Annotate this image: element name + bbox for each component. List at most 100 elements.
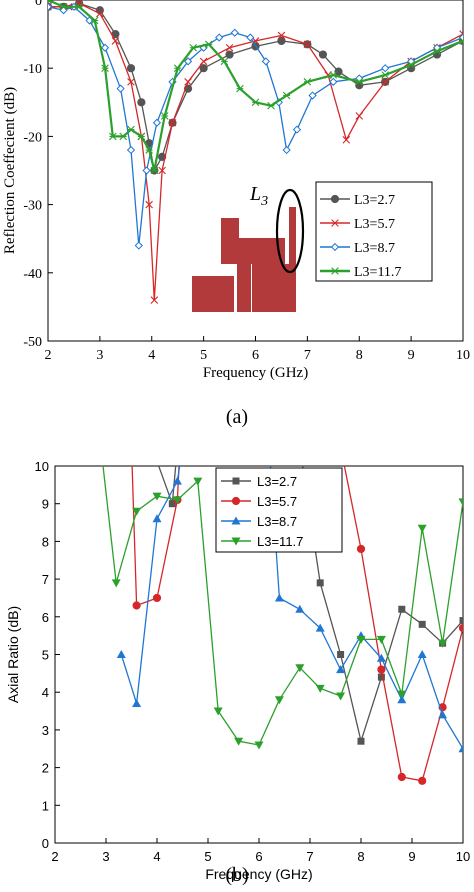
data-point	[407, 61, 415, 69]
x-tick-label: 6	[252, 348, 259, 363]
data-point	[236, 84, 244, 93]
data-point	[75, 3, 83, 11]
data-point	[397, 772, 406, 782]
data-point	[119, 132, 128, 141]
data-point	[126, 64, 136, 73]
x-tick-label: 10	[456, 849, 470, 864]
data-point	[303, 40, 312, 49]
x-tick-label: 2	[45, 348, 52, 363]
y-tick-label: 9	[42, 497, 49, 512]
y-tick-label: 8	[42, 534, 49, 549]
data-point	[184, 78, 192, 86]
legend-marker	[231, 516, 241, 525]
data-point	[168, 500, 176, 508]
data-point	[137, 98, 146, 107]
legend-label: L3=11.7	[257, 534, 303, 549]
data-point	[213, 707, 223, 716]
data-point	[173, 64, 182, 72]
data-point	[336, 692, 346, 701]
data-point	[274, 696, 284, 705]
data-point	[334, 67, 343, 76]
data-point	[152, 593, 162, 603]
data-point	[438, 710, 448, 719]
series-4	[48, 0, 463, 175]
x-tick-label: 2	[51, 849, 58, 864]
antenna-patch	[237, 238, 285, 254]
data-point	[111, 37, 120, 45]
data-point	[459, 37, 463, 45]
data-point	[315, 623, 325, 632]
data-point	[355, 112, 364, 120]
data-point	[234, 737, 244, 746]
y-tick-label: 5	[42, 648, 49, 663]
y-tick-label: -50	[23, 335, 42, 350]
data-point	[193, 477, 203, 486]
data-point	[251, 98, 260, 107]
data-point	[397, 690, 407, 699]
y-axis-label: Reflection Coeffecient (dB)	[2, 87, 18, 254]
data-point	[145, 146, 153, 154]
y-tick-label: 0	[42, 836, 49, 851]
legend-label: L3=11.7	[354, 265, 401, 280]
data-point	[459, 617, 463, 625]
data-point	[132, 699, 142, 708]
legend-marker	[331, 219, 339, 227]
data-point	[59, 3, 68, 11]
data-point	[132, 601, 141, 610]
data-point	[158, 166, 166, 175]
data-point	[152, 118, 162, 127]
data-point	[90, 16, 99, 25]
legend-label: L3=8.7	[257, 514, 297, 529]
data-point	[48, 2, 53, 11]
antenna-patch	[192, 276, 234, 312]
y-tick-label: 7	[42, 572, 49, 587]
data-point	[417, 524, 427, 533]
legend-marker	[231, 537, 241, 546]
y-tick-label: -40	[23, 267, 42, 282]
y-tick-label: -30	[23, 199, 42, 214]
data-point	[337, 651, 345, 658]
x-tick-label: 3	[96, 348, 103, 363]
data-point	[336, 665, 346, 674]
data-point	[458, 498, 463, 507]
data-point	[48, 3, 52, 11]
data-point	[381, 64, 390, 73]
data-point	[152, 514, 162, 523]
legend-marker	[231, 496, 241, 506]
y-tick-label: 1	[42, 798, 49, 813]
series-2	[131, 466, 463, 785]
antenna-stub	[289, 207, 296, 265]
antenna-patch	[237, 264, 251, 312]
data-point	[189, 43, 198, 52]
data-point	[145, 200, 153, 209]
series-line	[48, 2, 463, 172]
legend-marker	[331, 267, 339, 275]
series-line	[48, 2, 463, 301]
data-point	[315, 684, 325, 693]
antenna-inset: L3	[192, 183, 305, 312]
legend-label: L3=2.7	[354, 193, 395, 208]
data-point	[225, 43, 234, 52]
panel-b-caption: (b)	[225, 864, 249, 886]
data-point	[254, 741, 264, 750]
x-tick-label: 8	[357, 849, 364, 864]
data-point	[397, 695, 407, 704]
data-point	[127, 125, 135, 134]
data-point	[96, 9, 104, 18]
legend: L3=2.7 L3=5.7 L3=8.7 L3=11.7	[215, 467, 343, 553]
y-tick-label: 2	[42, 761, 49, 776]
data-point	[292, 125, 302, 134]
panel-a-caption: (a)	[225, 406, 249, 428]
data-point	[230, 28, 239, 37]
data-point	[111, 579, 121, 588]
data-point	[308, 91, 317, 100]
data-point	[381, 71, 389, 79]
data-point	[134, 241, 143, 250]
x-axis-label: Frequency (GHz)	[203, 365, 308, 381]
legend-marker	[330, 194, 340, 204]
x-tick-label: 3	[102, 849, 109, 864]
data-point	[267, 101, 275, 110]
data-point	[225, 50, 234, 59]
legend-label: L3=5.7	[354, 217, 395, 232]
